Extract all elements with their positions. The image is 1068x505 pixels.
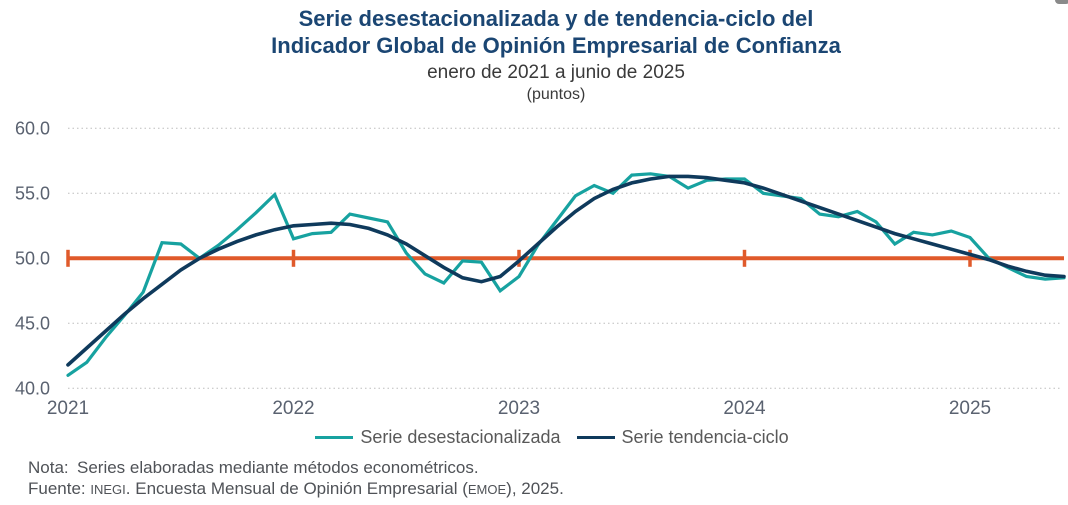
legend-label: Serie tendencia-ciclo	[621, 427, 789, 447]
footnotes: Nota: Series elaboradas mediante métodos …	[28, 457, 564, 500]
fuente-survey-acronym: EMOE	[467, 482, 507, 497]
x-axis-tick-label: 2022	[272, 398, 314, 419]
teal-line-swatch	[315, 436, 354, 439]
legend-item-tendencia-ciclo: Serie tendencia-ciclo	[576, 427, 789, 448]
chart-header: Serie desestacionalizada y de tendencia-…	[22, 5, 1068, 104]
navy-line-swatch	[576, 436, 615, 439]
legend-item-desestacionalizada: Serie desestacionalizada	[315, 427, 561, 448]
fuente-source-acronym: INEGI	[90, 482, 126, 497]
x-axis-tick-label: 2021	[47, 398, 89, 419]
y-axis-tick-label: 50.0	[15, 248, 50, 268]
nota-label: Nota:	[28, 458, 69, 477]
chart-units-label: (puntos)	[526, 86, 586, 103]
x-axis-tick-label: 2024	[723, 398, 766, 419]
y-axis-tick-label: 60.0	[15, 118, 50, 138]
y-axis-tick-label: 45.0	[15, 313, 50, 333]
fuente-line: Fuente: INEGI. Encuesta Mensual de Opini…	[28, 478, 564, 500]
cropped-logo-fragment	[1055, 0, 1068, 4]
x-axis-tick-label: 2025	[949, 398, 991, 419]
legend-label: Serie desestacionalizada	[360, 427, 561, 447]
nota-line: Nota: Series elaboradas mediante métodos …	[28, 457, 564, 478]
y-axis-tick-label: 55.0	[15, 183, 50, 203]
chart-title-line1: Serie desestacionalizada y de tendencia-…	[298, 6, 814, 31]
chart-subtitle-period: enero de 2021 a junio de 2025	[427, 62, 685, 83]
fuente-text: . Encuesta Mensual de Opinión Empresaria…	[125, 479, 468, 498]
nota-text: Series elaboradas mediante métodos econo…	[77, 458, 479, 477]
y-axis-tick-label: 40.0	[15, 378, 50, 398]
fuente-text-end: ), 2025.	[506, 479, 564, 498]
desestacionalizada-line	[66, 172, 1066, 377]
fuente-label: Fuente:	[28, 479, 86, 498]
x-axis-tick-label: 2023	[498, 398, 540, 419]
chart-title-line2: Indicador Global de Opinión Empresarial …	[271, 33, 841, 58]
chart-legend: Serie desestacionalizada Serie tendencia…	[18, 427, 1068, 448]
tendencia-ciclo-line	[66, 174, 1066, 367]
